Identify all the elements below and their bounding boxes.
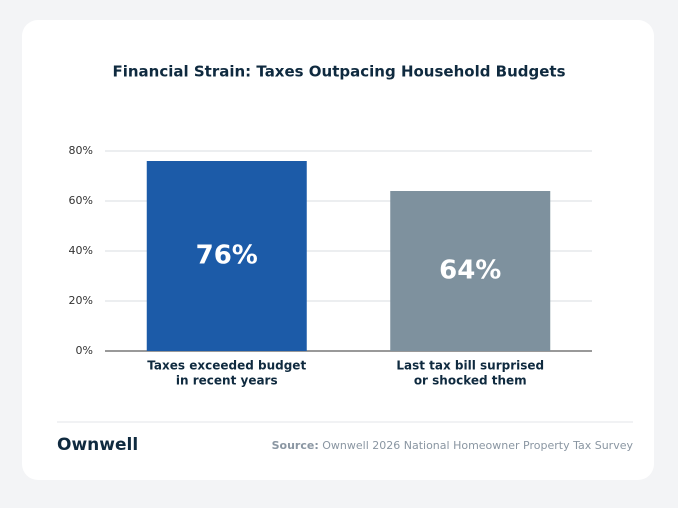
source: Source: Ownwell 2026 National Homeowner …	[272, 439, 634, 452]
card	[22, 20, 654, 480]
y-tick-label: 80%	[69, 144, 93, 157]
chart-title: Financial Strain: Taxes Outpacing Househ…	[112, 63, 565, 81]
x-tick-label: in recent years	[176, 374, 278, 388]
value-label: 76%	[196, 241, 258, 271]
source-text: Ownwell 2026 National Homeowner Property…	[322, 439, 633, 452]
y-tick-label: 20%	[69, 294, 93, 307]
x-tick-label: Taxes exceeded budget	[147, 359, 306, 373]
x-tick-label: or shocked them	[414, 374, 527, 388]
bar	[146, 161, 307, 351]
y-tick-label: 60%	[69, 194, 93, 207]
bar	[390, 191, 551, 351]
x-tick-label: Last tax bill surprised	[396, 359, 544, 373]
y-tick-label: 0%	[76, 344, 93, 357]
brand: Ownwell	[57, 435, 138, 455]
y-tick-label: 40%	[69, 244, 93, 257]
value-label: 64%	[439, 256, 501, 286]
source-label: Source:	[272, 439, 319, 452]
